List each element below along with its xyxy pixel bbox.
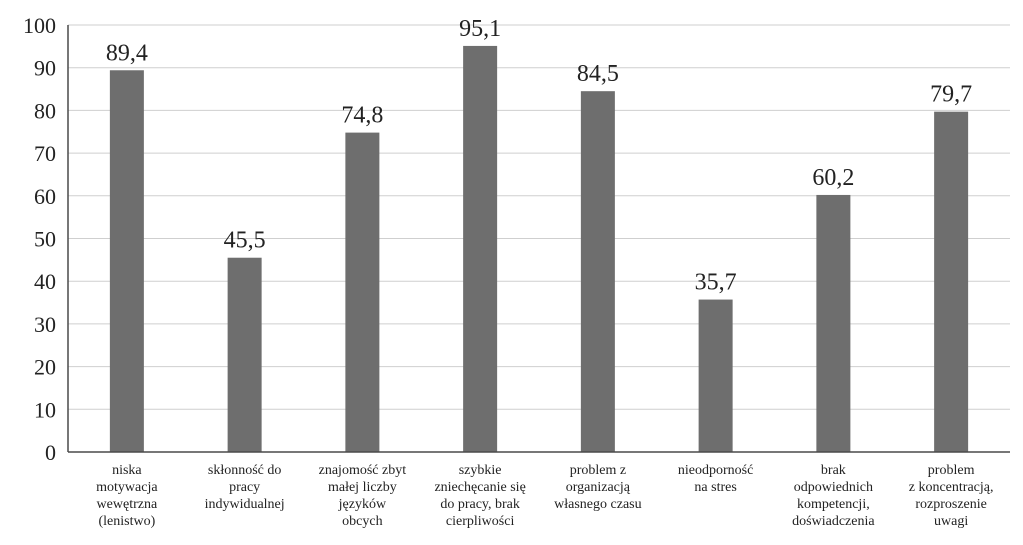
category-label-line: języków [338, 497, 387, 512]
category-label-line: indywidualnej [205, 497, 285, 512]
category-label: skłonność do pracy indywidualnej [205, 463, 285, 512]
data-label: 79,7 [930, 82, 972, 108]
bar [463, 45, 498, 452]
category-label: niska motywacja wewętrzna (lenistwo) [96, 463, 158, 529]
bar [816, 194, 851, 453]
gridlines [68, 24, 1010, 410]
data-label: 89,4 [106, 40, 148, 66]
category-label: szybkie zniechęcanie się do pracy, brak cie… [434, 463, 525, 529]
y-tick-label: 60 [34, 184, 56, 209]
bar [580, 91, 615, 452]
category-label: problem z koncentracją, rozproszenie uwagi [909, 463, 994, 529]
category-label-line: odpowiednich [794, 480, 873, 495]
bar [698, 299, 733, 452]
data-label: 45,5 [224, 228, 266, 254]
category-label-line: nieodporność [678, 463, 753, 478]
category-label-line: brak [821, 463, 846, 478]
category-label-line: znajomość zbyt [319, 463, 407, 478]
category-label-line: (lenistwo) [98, 514, 155, 529]
bar [227, 257, 262, 452]
y-tick-label: 70 [34, 141, 56, 166]
category-label-line: do pracy, brak [440, 497, 520, 512]
category-label-line: doświadczenia [792, 514, 875, 529]
y-tick-label: 0 [45, 440, 56, 465]
y-axis-tick-labels: 0 10 20 30 40 50 60 70 80 90 100 [23, 13, 56, 465]
axes [67, 25, 1010, 453]
category-label-line: na stres [694, 480, 736, 495]
data-label: 35,7 [695, 270, 737, 296]
data-label: 60,2 [812, 165, 854, 191]
bars [109, 45, 969, 453]
y-tick-label: 80 [34, 98, 56, 123]
category-label-line: niska [112, 463, 142, 478]
data-labels: 89,4 45,5 74,8 95,1 84,5 35,7 60,2 79,7 [106, 16, 972, 296]
data-label: 84,5 [577, 61, 619, 87]
category-label-line: cierpliwości [446, 514, 515, 529]
category-label-line: z koncentracją, [909, 480, 994, 495]
y-tick-label: 10 [34, 397, 56, 422]
y-tick-label: 30 [34, 312, 56, 337]
category-label-line: kompetencji, [797, 497, 870, 512]
y-tick-label: 90 [34, 56, 56, 81]
category-label-line: szybkie [459, 463, 502, 478]
category-label-line: małej liczby [328, 480, 397, 495]
bar [345, 132, 380, 452]
y-tick-label: 100 [23, 13, 56, 38]
bar [934, 111, 969, 452]
category-label-line: uwagi [934, 514, 968, 529]
category-labels: niska motywacja wewętrzna (lenistwo) skłonno… [96, 463, 993, 529]
data-label: 95,1 [459, 16, 501, 42]
category-label-line: pracy [229, 480, 260, 495]
category-label-line: obcych [342, 514, 382, 529]
category-label-line: własnego czasu [554, 497, 641, 512]
category-label-line: zniechęcanie się [434, 480, 525, 495]
bar [109, 70, 144, 453]
category-label-line: motywacja [96, 480, 158, 495]
category-label-line: problem [928, 463, 975, 478]
y-tick-label: 40 [34, 269, 56, 294]
category-label: znajomość zbyt małej liczby języków obcych [319, 463, 407, 529]
category-label-line: problem z [570, 463, 626, 478]
category-label-line: organizacją [566, 480, 631, 495]
category-label: nieodporność na stres [678, 463, 753, 495]
category-label: problem z organizacją własnego czasu [554, 463, 641, 512]
data-label: 74,8 [341, 103, 383, 129]
category-label-line: skłonność do [208, 463, 282, 478]
category-label: brak odpowiednich kompetencji, doświadczeni… [792, 463, 875, 529]
category-label-line: wewętrzna [97, 497, 158, 512]
y-tick-label: 20 [34, 355, 56, 380]
category-label-line: rozproszenie [915, 497, 987, 512]
y-tick-label: 50 [34, 227, 56, 252]
